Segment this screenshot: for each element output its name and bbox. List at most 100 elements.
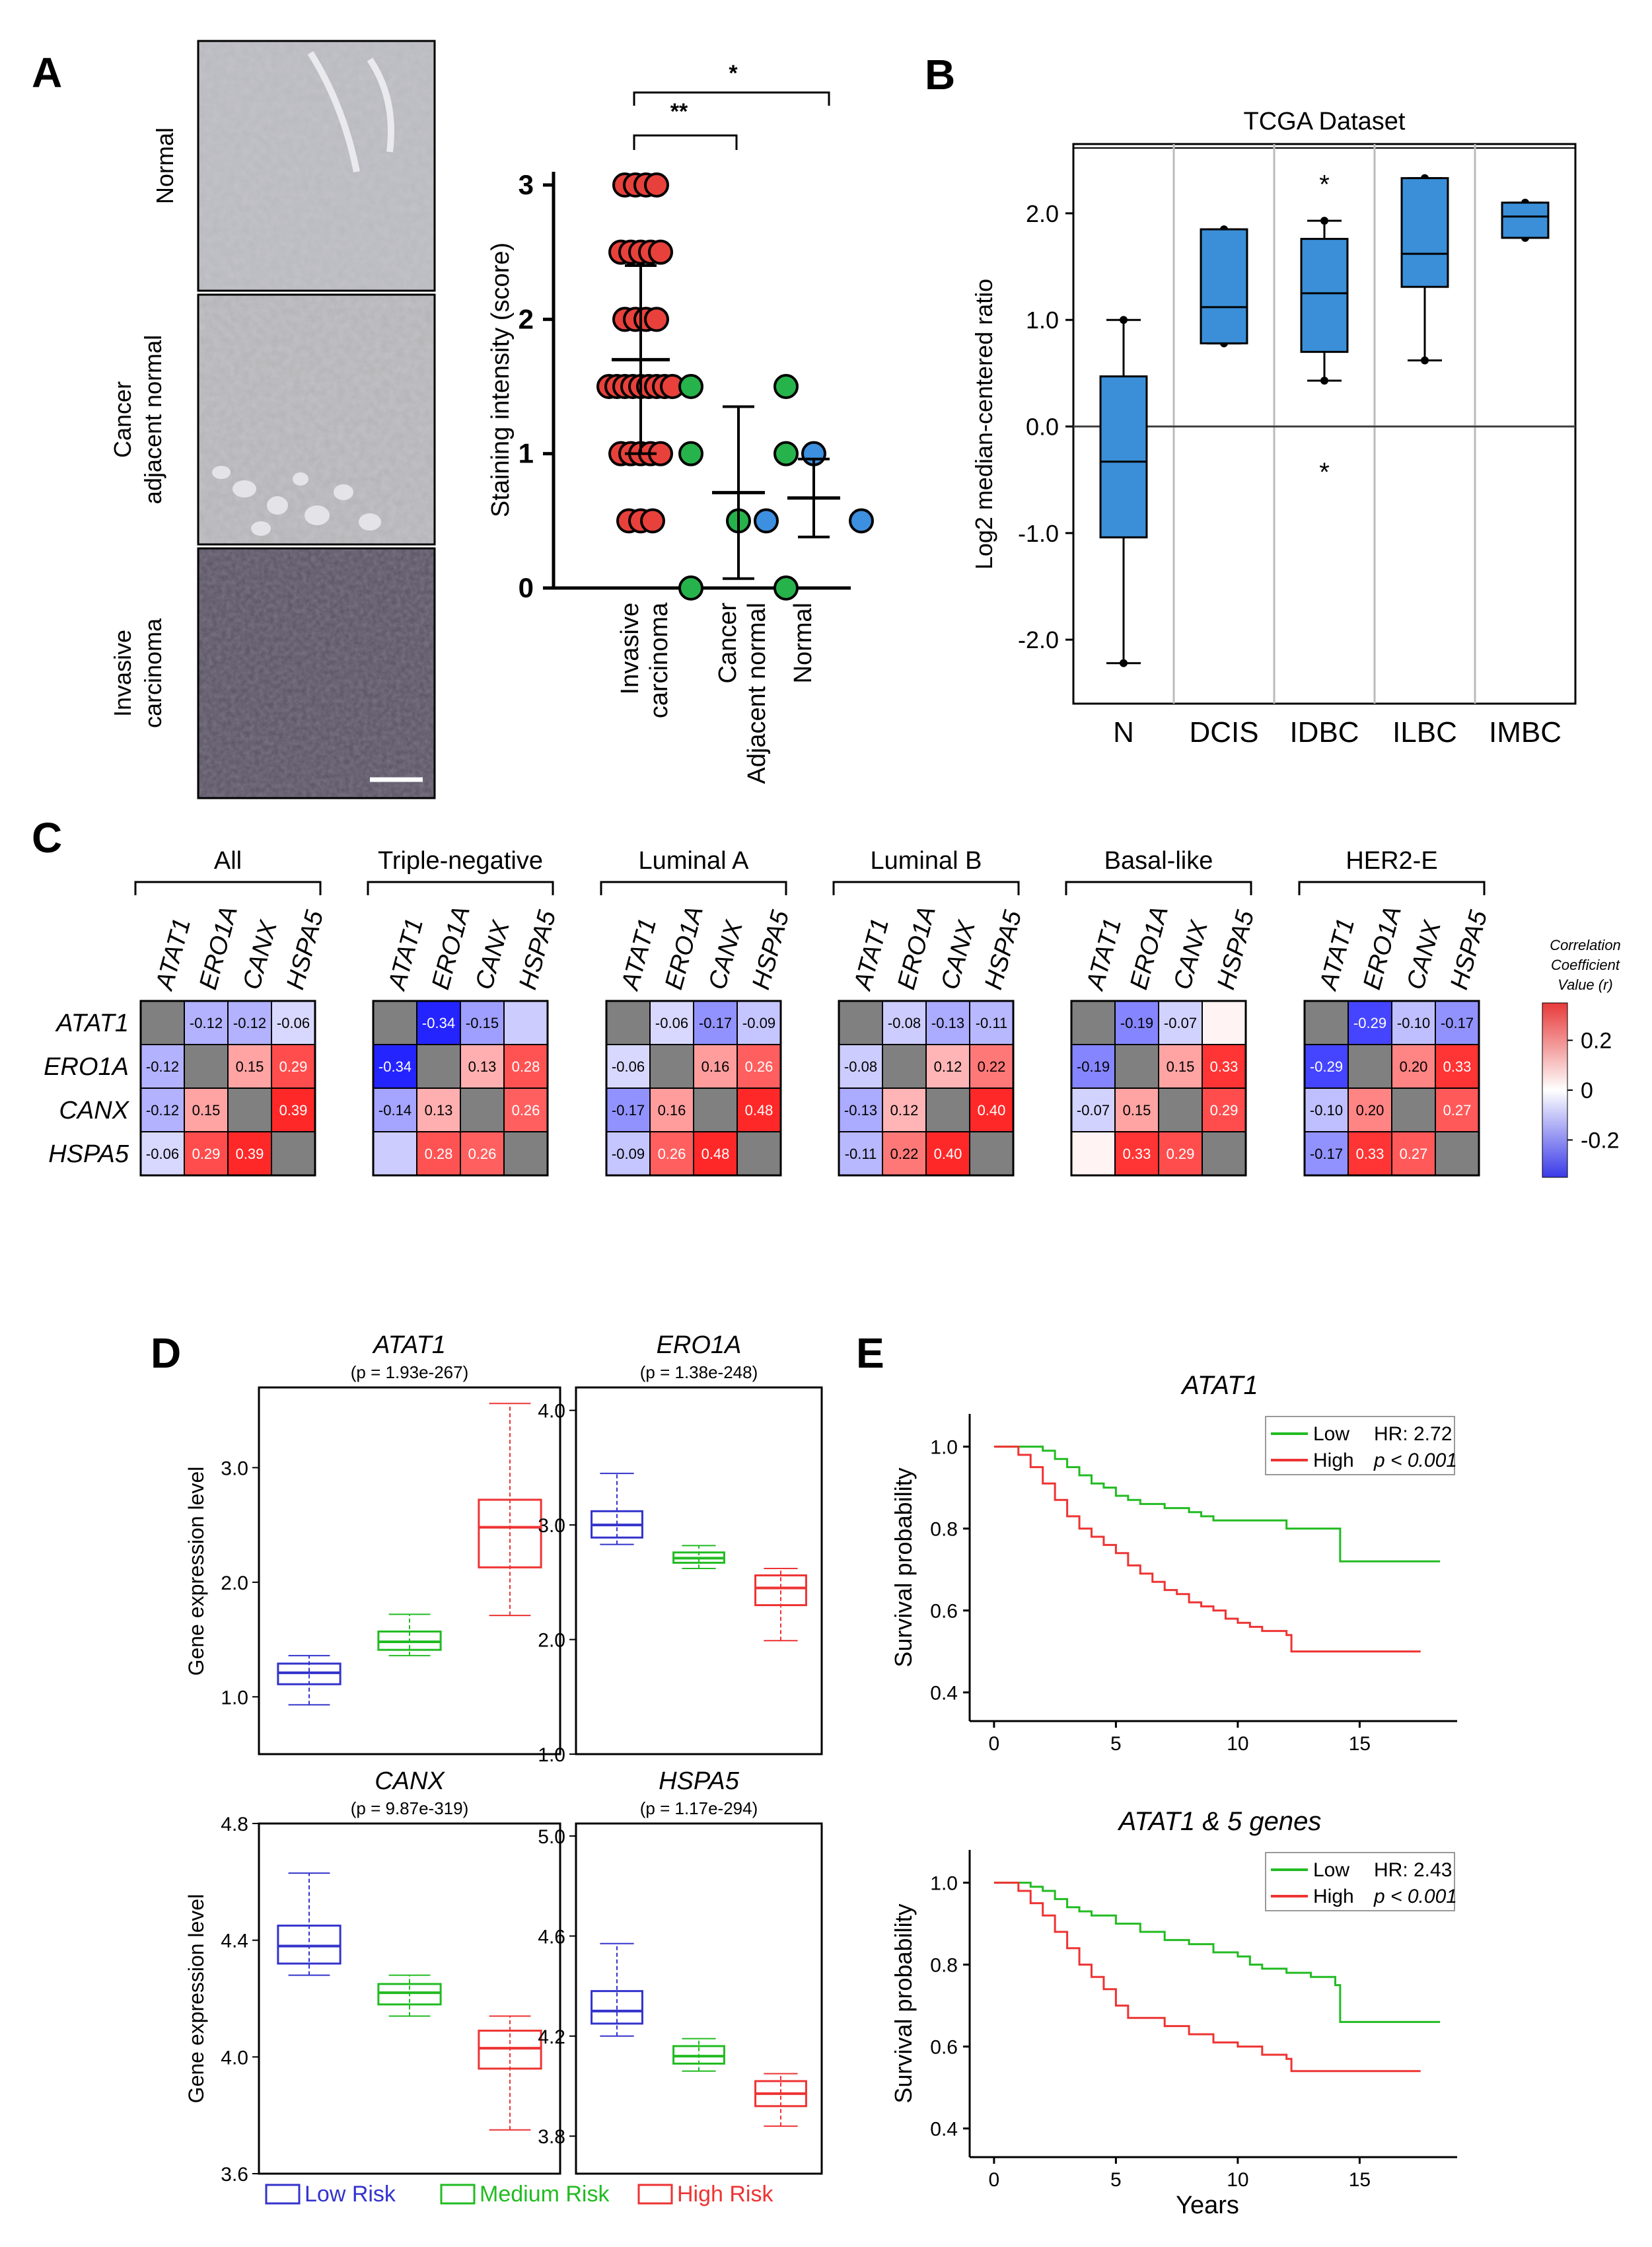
outlier-marker: * [1319,170,1330,199]
plot-frame [1072,143,1577,705]
y-tick-label: 3.6 [221,2164,248,2186]
column-gene-label: ERO1A [1358,903,1407,992]
heatmap-cell-value: -0.12 [146,1102,179,1119]
subplot-pvalue: (p = 1.38e-248) [640,1362,758,1382]
heatmap-cell [1304,1000,1349,1045]
legend-label: Low [1313,1423,1349,1445]
column-gene-label: CANX [936,917,981,992]
survival-curve-high [993,1446,1421,1653]
subplot-title: ERO1A [657,1331,742,1359]
y-tick-label: 0.8 [930,1519,958,1541]
heatmap-cell-value: 0.33 [1356,1146,1384,1162]
heatmap-cell [227,1087,272,1132]
column-gene-label: HSPA5 [980,907,1027,992]
data-point [754,508,779,534]
heatmap-cell [882,1087,927,1132]
y-tick-label: 2.0 [538,1630,565,1652]
legend-label: Low Risk [305,2182,396,2207]
heatmap-cell-value: -0.12 [190,1015,223,1031]
micrograph-label-adjacent-line1: Cancer [109,381,136,458]
heatmap-cell [1158,1087,1203,1132]
legend-box [1265,1416,1455,1475]
column-gene-label: ERO1A [194,903,243,992]
heatmap-cell [1202,1000,1246,1045]
heatmap-cell [925,1131,970,1176]
heatmap-cell [693,1000,738,1045]
box [277,1925,341,1965]
heatmap-cell-value: -0.13 [844,1102,877,1119]
heatmap-cell-value: 0.33 [1443,1058,1472,1075]
y-tick-label: 2.0 [221,1572,248,1594]
legend-swatch [637,2184,673,2205]
y-tick-label: 0.4 [930,1683,958,1705]
subplot-title: CANX [375,1767,445,1795]
heatmap-cell-value: 0.33 [1210,1058,1239,1075]
heatmap-cell [503,1044,548,1089]
heatmap-cell [416,1087,461,1132]
heatmap-cell-value: -0.11 [976,1015,1008,1031]
legend-swatch [440,2184,476,2205]
heatmap-cell-value: -0.06 [612,1058,645,1075]
heatmap-cell [271,1000,316,1045]
column-gene-label: ATAT1 [616,915,663,994]
x-category-label: Adjacent normal [743,603,771,784]
heatmap-cell-value: 0.12 [934,1058,962,1075]
column-gene-label: ATAT1 [151,915,197,994]
data-point [773,441,799,466]
heatmap-cell-value: -0.09 [612,1146,645,1162]
risk-boxplots: ATAT1 (p = 1.93e-267) 1.0 2.0 3.0 ERO1A (p = 1… [184,1331,823,2207]
heatmap-cell-value: 0.15 [1123,1102,1151,1119]
heatmap-cell-value: 0.29 [1210,1102,1239,1119]
x-category-label: IDBC [1289,716,1359,749]
heatmap-cell [606,1131,651,1176]
plot-frame [575,1386,823,1755]
heatmap-cell-value: 0.27 [1400,1146,1428,1162]
heatmap-cell [140,1131,185,1176]
heatmap-group-title: Luminal B [871,847,982,875]
heatmap-cell [1202,1131,1246,1176]
heatmap-cell-value: 0.28 [425,1146,453,1162]
x-axis-label: Years [1176,2192,1239,2219]
y-tick-label: -2.0 [1018,626,1059,653]
column-gene-label: HSPA5 [1212,907,1260,992]
heatmap-cell [373,1000,417,1045]
heatmap-cell-value: -0.17 [1310,1146,1343,1162]
plot-frame [575,1822,823,2175]
row-gene-label: CANX [59,1097,129,1124]
p-value-label: p < 0.001 [1373,1886,1457,1907]
y-tick-label: 2 [519,303,534,334]
heatmap-cell [606,1000,651,1045]
data-point [849,508,874,534]
heatmap-cell-value: 0.16 [658,1102,686,1119]
box [1200,228,1248,345]
heatmap-frame [1303,1000,1480,1177]
heatmap-cell [736,1131,781,1176]
heatmap-cell-value: -0.11 [845,1146,877,1162]
column-gene-label: CANX [238,917,283,992]
heatmap-group-title: Luminal A [639,847,750,875]
subplot-title: HSPA5 [659,1767,740,1795]
column-gene-label: ERO1A [427,903,476,992]
x-tick-label: 15 [1349,1733,1371,1755]
y-tick-label: 1.0 [1026,307,1059,334]
legend-label: High [1313,1886,1354,1907]
legend-swatch [265,2184,301,2205]
heatmap-cell [649,1044,694,1089]
y-axis-label: Gene expression level [184,1467,208,1676]
y-tick-label: 3.0 [221,1457,248,1479]
heatmap-cell-value: -0.17 [699,1015,732,1031]
heatmap-frame [139,1000,316,1177]
plot-frame [258,1386,561,1755]
heatmap-cell-value: -0.17 [1441,1015,1474,1031]
y-tick-label: 1.0 [930,1437,958,1459]
significance-bracket [633,134,738,150]
x-category-label: DCIS [1189,716,1258,749]
heatmap-cell [649,1087,694,1132]
heatmap-cell-value: 0.26 [658,1146,686,1162]
heatmap-cell-value: -0.12 [233,1015,266,1031]
heatmap-cell-value: -0.34 [422,1015,455,1031]
heatmap-cell [184,1044,229,1089]
significance-bracket [633,91,830,106]
group-bracket [367,881,554,895]
heatmap-cell-value: -0.08 [844,1058,877,1075]
